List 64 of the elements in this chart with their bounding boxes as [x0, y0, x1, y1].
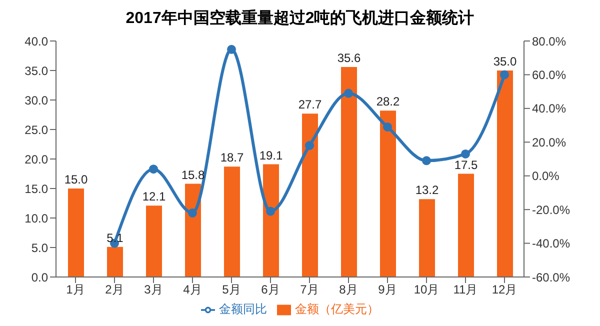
y2-tick-label: 60.0% [532, 68, 566, 82]
y-tick-label: 0.0 [31, 270, 48, 284]
x-tick-label: 1月 [66, 282, 85, 297]
bar [185, 184, 201, 277]
x-tick-label: 7月 [300, 282, 319, 297]
x-tick-label: 4月 [183, 282, 202, 297]
x-tick-label: 11月 [453, 282, 478, 297]
point [266, 206, 275, 216]
y2-tick-label: 40.0% [532, 102, 566, 116]
bar [224, 166, 240, 277]
bar [107, 246, 123, 277]
point [383, 122, 392, 132]
y2-tick-label: 20.0% [532, 135, 566, 150]
data-label: 35.6 [337, 50, 361, 65]
y-tick-label: 15.0 [24, 182, 48, 196]
bar [458, 174, 474, 277]
point [149, 164, 158, 174]
data-label: 27.7 [298, 98, 322, 112]
bar [68, 188, 84, 277]
point [461, 149, 470, 158]
data-label: 15.0 [64, 172, 88, 186]
y2-tick-label: -40.0% [532, 236, 570, 251]
x-tick-label: 2月 [105, 282, 124, 297]
chart-title: 2017年中国空载重量超过2吨的飞机进口金额统计 [124, 8, 476, 29]
point [422, 156, 431, 166]
bar [380, 110, 396, 277]
y-tick-label: 20.0 [24, 152, 48, 166]
bar [263, 164, 279, 277]
data-label: 12.1 [142, 190, 166, 204]
point [344, 88, 353, 98]
data-label: 17.5 [454, 158, 478, 172]
point [227, 44, 236, 54]
bar [419, 199, 435, 277]
point [500, 70, 509, 80]
y-tick-label: 35.0 [24, 64, 48, 78]
x-tick-label: 6月 [261, 282, 280, 297]
data-label: 19.1 [259, 148, 283, 162]
y-tick-label: 25.0 [24, 122, 48, 137]
y2-tick-label: 80.0% [532, 34, 566, 48]
y2-tick-label: -20.0% [532, 202, 570, 217]
x-tick-label: 5月 [222, 282, 241, 297]
data-label: 13.2 [415, 183, 439, 198]
data-label: 35.0 [493, 54, 517, 68]
y-tick-label: 5.0 [31, 240, 48, 255]
bar [302, 114, 318, 277]
bar [341, 66, 357, 277]
legend-label: 金额（亿美元） [295, 302, 379, 316]
y2-tick-label: 0.0% [532, 169, 560, 184]
y2-tick-label: -60.0% [532, 270, 570, 284]
point [188, 208, 197, 218]
x-tick-label: 9月 [378, 282, 397, 297]
data-label: 18.7 [220, 150, 244, 165]
data-label: 28.2 [376, 94, 400, 109]
bar [146, 206, 162, 277]
bar [497, 70, 513, 277]
point [305, 141, 314, 150]
x-tick-label: 3月 [144, 282, 163, 297]
legend-label: 金额同比 [219, 302, 267, 316]
y-tick-label: 40.0 [24, 34, 48, 48]
x-tick-label: 10月 [414, 282, 440, 297]
x-tick-label: 8月 [339, 282, 358, 297]
y-tick-label: 30.0 [24, 93, 48, 108]
y-tick-label: 10.0 [24, 211, 48, 226]
x-tick-label: 12月 [492, 282, 518, 297]
